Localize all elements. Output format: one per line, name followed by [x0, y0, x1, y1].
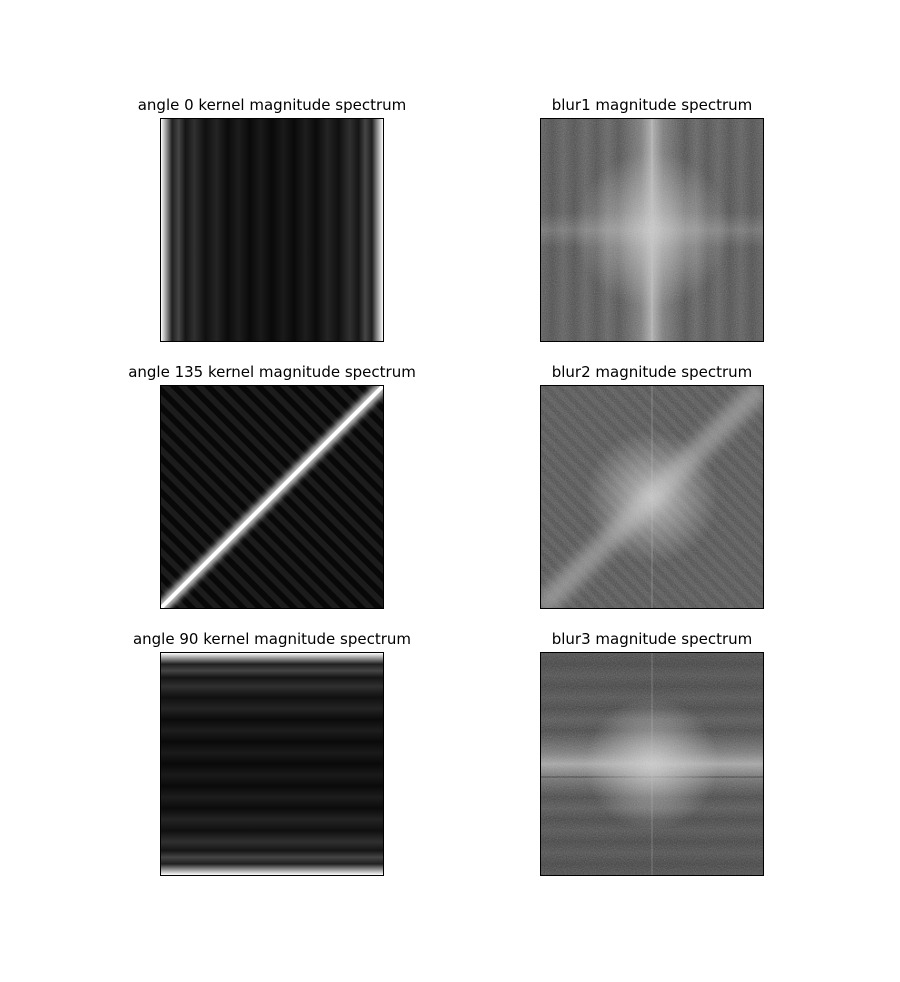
blur-spectrum-image — [540, 385, 764, 609]
blur-spectrum-image — [540, 652, 764, 876]
panel-title: blur1 magnitude spectrum — [480, 96, 824, 114]
kernel-spectrum-image — [160, 385, 384, 609]
panel-title: blur2 magnitude spectrum — [480, 363, 824, 381]
panel-title: blur3 magnitude spectrum — [480, 630, 824, 648]
kernel-spectrum-image — [160, 652, 384, 876]
panel-title: angle 135 kernel magnitude spectrum — [100, 363, 444, 381]
blur-spectrum-image — [540, 118, 764, 342]
kernel-spectrum-image — [160, 118, 384, 342]
panel-title: angle 0 kernel magnitude spectrum — [100, 96, 444, 114]
panel-title: angle 90 kernel magnitude spectrum — [100, 630, 444, 648]
